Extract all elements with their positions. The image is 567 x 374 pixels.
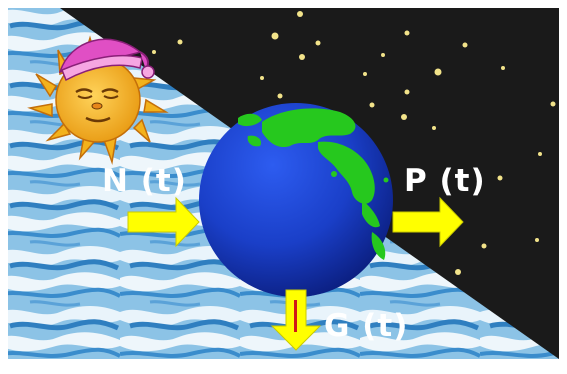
incoming-flow-label: N (t) xyxy=(102,163,187,199)
ground-flow-arrow-icon xyxy=(270,289,322,351)
earth-globe-icon xyxy=(199,103,393,297)
ground-flow-label: G (t) xyxy=(324,308,409,344)
outgoing-flow-label: P (t) xyxy=(404,163,486,199)
stars xyxy=(152,11,556,275)
incoming-flow-arrow-icon xyxy=(127,196,200,248)
ground-marker-line xyxy=(294,300,297,332)
sleepy-sun-icon xyxy=(27,35,169,165)
outgoing-flow-arrow-icon xyxy=(392,196,464,248)
